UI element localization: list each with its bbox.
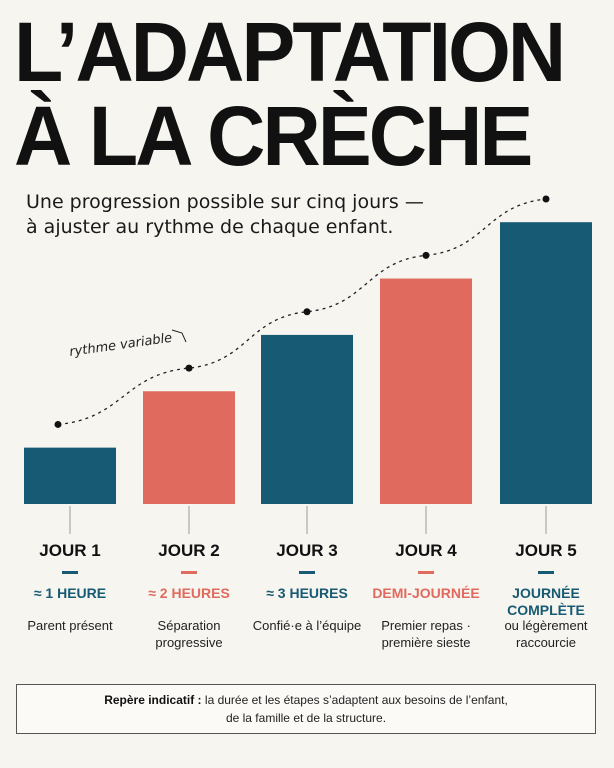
- day-duration: JOURNÉE COMPLÈTE: [507, 585, 585, 618]
- day-column-3: JOUR 3 ≈ 3 HEURES Confié·e à l’équipe: [247, 540, 367, 634]
- title-line-1: L’ADAPTATION: [14, 5, 566, 99]
- day-column-4: JOUR 4 DEMI-JOURNÉE Premier repas · premiè…: [366, 540, 486, 651]
- trend-point-3: [303, 308, 311, 316]
- day-detail: Confié·e à l’équipe: [252, 618, 362, 633]
- bar-5: [500, 222, 592, 504]
- day-detail: ou légèrement raccourcie: [504, 618, 588, 650]
- day-marker: [538, 571, 554, 574]
- day-duration: DEMI-JOURNÉE: [372, 585, 480, 601]
- day-column-1: JOUR 1 ≈ 1 HEURE Parent présent: [10, 540, 130, 634]
- trend-point-2: [185, 364, 193, 372]
- trend-point-4: [422, 251, 430, 259]
- day-label: JOUR 4: [395, 541, 457, 560]
- day-duration: ≈ 2 HEURES: [148, 585, 230, 601]
- trend-point-1: [54, 420, 62, 428]
- trend-points-group: [54, 195, 550, 428]
- day-label: JOUR 5: [515, 541, 577, 560]
- annotation-rythme-variable: rythme variable: [68, 331, 173, 360]
- page-title: L’ADAPTATION À LA CRÈCHE: [14, 10, 580, 178]
- trend-line: [57, 198, 547, 426]
- bar-4: [380, 278, 472, 504]
- day-marker: [418, 571, 434, 574]
- day-marker: [181, 571, 197, 574]
- title-line-2: À LA CRÈCHE: [14, 89, 533, 183]
- info-box: Repère indicatif : la durée et les étape…: [16, 684, 596, 734]
- subtitle-line-1: Une progression possible sur cinq jours …: [26, 191, 424, 213]
- subtitle: Une progression possible sur cinq jours …: [26, 190, 586, 240]
- day-marker: [62, 571, 78, 574]
- day-detail: Parent présent: [27, 618, 113, 633]
- bar-1: [24, 447, 116, 504]
- bar-3: [261, 334, 353, 504]
- day-duration: ≈ 3 HEURES: [266, 585, 348, 601]
- annotation-leader: [171, 329, 187, 343]
- day-duration: ≈ 1 HEURE: [33, 585, 107, 601]
- info-box-text-2: de la famille et de la structure.: [225, 711, 387, 725]
- trend-point-5: [542, 195, 550, 203]
- day-label: JOUR 1: [39, 541, 101, 560]
- day-marker: [299, 571, 315, 574]
- day-column-2: JOUR 2 ≈ 2 HEURES Séparation progressive: [129, 540, 249, 651]
- day-label: JOUR 2: [158, 541, 220, 560]
- leader-lines-group: [69, 506, 547, 534]
- day-label: JOUR 3: [276, 541, 338, 560]
- bar-2: [143, 391, 235, 504]
- day-detail: Premier repas · première sieste: [381, 618, 471, 650]
- bars-group: [24, 222, 592, 504]
- day-column-5: JOUR 5 JOURNÉE COMPLÈTE ou légèrement racc…: [486, 540, 606, 651]
- info-box-label: Repère indicatif :: [104, 693, 202, 707]
- info-box-text-1: la durée et les étapes s’adaptent aux be…: [204, 693, 508, 707]
- day-detail: Séparation progressive: [155, 618, 223, 650]
- subtitle-line-2: à ajuster au rythme de chaque enfant.: [26, 216, 394, 238]
